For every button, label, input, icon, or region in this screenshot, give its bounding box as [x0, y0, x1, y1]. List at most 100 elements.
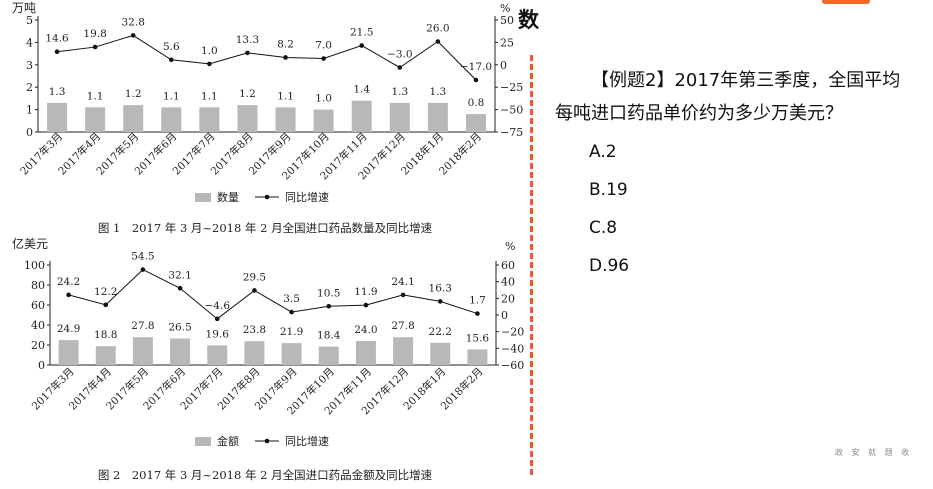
chart2-bar-label: 18.4 [317, 330, 341, 342]
chart2-title: 图 2 2017 年 3 月~2018 年 2 月全国进口药品金额及同比增速 [98, 468, 433, 482]
chart1-growth-label: 13.3 [236, 34, 259, 46]
chart1-left-tick-label: 5 [26, 14, 33, 27]
chart2-growth-point [289, 310, 294, 315]
chart1-bar-label: 1.1 [201, 90, 218, 102]
orange-tab-indicator[interactable] [822, 0, 870, 4]
charts-panel: 万吨 % 0 1 2 3 4 5 −75 −50 −25 0 25 50 1.3 1.1 1.2 1.1 1.1 1.… [0, 0, 530, 489]
chart2-legend-line-label: 同比增速 [285, 434, 329, 448]
chart2-left-tick-label: 80 [31, 279, 45, 292]
chart1-bar [466, 114, 486, 132]
chart1-growth-line [57, 35, 476, 80]
chart2-left-tick-label: 20 [31, 339, 45, 352]
chart1-bar-label: 0.8 [468, 97, 485, 109]
chart1-growth-label: 1.0 [201, 45, 218, 57]
chart2-right-tick-label: −20 [501, 326, 524, 339]
chart1-bar [276, 107, 296, 132]
chart1-right-tick-label: 0 [500, 59, 507, 72]
chart1-growth-point [321, 56, 326, 61]
chart2-legend-bar-swatch [195, 437, 211, 446]
chart2-growth-point [401, 293, 406, 298]
chart2-left-unit-label: 亿美元 [12, 236, 48, 251]
chart1-left-unit-label: 万吨 [12, 1, 36, 15]
chart1-growth-label: −17.0 [460, 61, 492, 73]
chart1-growth-point [131, 33, 136, 38]
chart1-bar-label: 1.3 [391, 86, 408, 98]
chart1-bar [390, 103, 410, 132]
chart2-bar [282, 343, 302, 365]
chart1-left-tick-label: 0 [26, 126, 33, 139]
chart1-bar-label: 1.3 [49, 86, 66, 98]
option-b[interactable]: B.19 [589, 171, 915, 209]
header-fragment: 数 [518, 4, 539, 34]
chart2-right-tick-label: 40 [501, 276, 515, 289]
chart2-left-tick-label: 100 [24, 259, 45, 272]
chart2-growth-point [252, 288, 257, 293]
chart1-right-tick-label: 50 [500, 14, 514, 27]
chart1-growth-point [169, 57, 174, 62]
chart1-growth-point [436, 39, 441, 44]
option-list: A.2 B.19 C.8 D.96 [555, 133, 915, 285]
chart2-bar-label: 27.8 [131, 320, 154, 332]
chart1-legend-line-label: 同比增速 [285, 190, 329, 204]
chart2-growth-label: 29.5 [243, 271, 266, 283]
chart2-growth-point [438, 299, 443, 304]
chart2-growth-label: 24.1 [391, 276, 414, 288]
chart1-bar [352, 101, 372, 132]
chart2-bar [96, 346, 116, 365]
chart2-bar [59, 340, 79, 365]
chart1-bar [314, 110, 334, 132]
chart1-legend-line-marker [265, 195, 270, 200]
chart1-bar-label: 1.4 [353, 84, 370, 96]
chart1-left-tick-label: 4 [26, 36, 33, 49]
chart1-growth-label: 7.0 [315, 40, 332, 52]
chart2-bar-label: 24.9 [57, 323, 80, 335]
chart2-growth-point [326, 304, 331, 309]
dashed-divider [530, 55, 533, 475]
chart1-bar [161, 107, 181, 132]
chart1-growth-label: 26.0 [426, 23, 449, 35]
chart1-bar-label: 1.1 [277, 90, 294, 102]
chart2-bar-label: 18.8 [94, 329, 117, 341]
chart1-title: 图 1 2017 年 3 月~2018 年 2 月全国进口药品数量及同比增速 [98, 221, 433, 235]
chart2-right-tick-label: −40 [501, 342, 524, 355]
chart1-growth-point [474, 78, 479, 83]
chart1-growth-label: 19.8 [83, 28, 106, 40]
chart1-bar-label: 1.1 [163, 90, 180, 102]
chart1-growth-point [245, 51, 250, 56]
chart2-right-tick-label: −60 [501, 359, 524, 372]
chart1-growth-point [93, 45, 98, 50]
chart2-bar [207, 345, 227, 365]
chart1-left-tick-label: 2 [26, 81, 33, 94]
chart2-left-tick-label: 0 [38, 359, 45, 372]
chart2-legend-bar-label: 金额 [217, 434, 239, 448]
chart1-growth-point [397, 65, 402, 70]
chart2-right-tick-label: 0 [501, 309, 508, 322]
chart2-right-tick-label: 20 [501, 292, 515, 305]
chart2-growth-point [178, 286, 183, 291]
chart2-growth-label: 1.7 [469, 295, 486, 307]
option-c[interactable]: C.8 [589, 209, 915, 247]
option-a[interactable]: A.2 [589, 133, 915, 171]
chart2-growth-label: 10.5 [317, 287, 340, 299]
chart1-legend-bar-label: 数量 [217, 191, 239, 204]
chart2-growth-point [103, 303, 108, 308]
chart2-bar [430, 343, 450, 365]
chart1-growth-label: 8.2 [277, 38, 294, 50]
chart1-right-tick-label: −50 [500, 104, 523, 117]
chart2-bar [133, 337, 153, 365]
chart2-bar-label: 21.9 [280, 326, 303, 338]
chart1-growth-point [283, 55, 288, 60]
option-d[interactable]: D.96 [589, 247, 915, 285]
chart1-growth-label: −3.0 [387, 48, 413, 60]
chart2-growth-label: 11.9 [354, 286, 377, 298]
chart1-growth-point [55, 49, 60, 54]
chart1-growth-label: 21.5 [350, 27, 373, 39]
chart1-right-tick-label: −75 [500, 126, 523, 139]
chart2-bar [356, 341, 376, 365]
chart2-growth-label: 54.5 [131, 251, 154, 263]
chart2-left-tick-label: 60 [31, 299, 45, 312]
chart1-growth-label: 14.6 [45, 33, 69, 45]
chart2-growth-point [66, 293, 71, 298]
chart2-growth-point [141, 267, 146, 272]
chart2-growth-point [364, 303, 369, 308]
